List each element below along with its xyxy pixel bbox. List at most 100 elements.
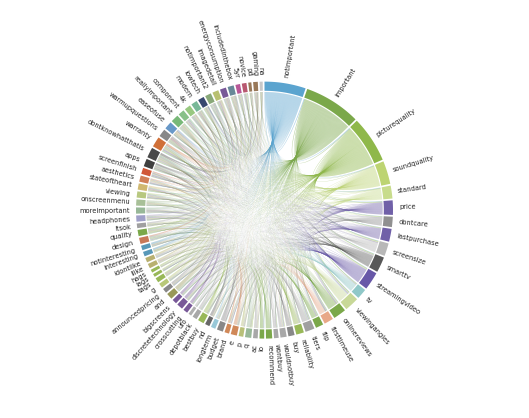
PathPatch shape <box>297 191 381 319</box>
PathPatch shape <box>165 147 217 288</box>
PathPatch shape <box>198 98 241 308</box>
PathPatch shape <box>147 150 367 200</box>
PathPatch shape <box>151 138 213 189</box>
PathPatch shape <box>161 248 281 327</box>
PathPatch shape <box>148 223 323 313</box>
PathPatch shape <box>150 94 288 241</box>
PathPatch shape <box>170 139 267 328</box>
PathPatch shape <box>147 205 353 289</box>
PathPatch shape <box>314 132 378 242</box>
PathPatch shape <box>147 212 296 324</box>
Text: component: component <box>150 77 179 110</box>
PathPatch shape <box>257 260 347 328</box>
PathPatch shape <box>148 209 382 226</box>
PathPatch shape <box>188 251 354 300</box>
PathPatch shape <box>244 94 379 239</box>
PathPatch shape <box>185 115 227 298</box>
PathPatch shape <box>160 97 238 173</box>
PathPatch shape <box>172 103 232 167</box>
PathPatch shape <box>321 311 333 324</box>
PathPatch shape <box>220 87 229 98</box>
PathPatch shape <box>182 125 242 324</box>
PathPatch shape <box>212 104 239 318</box>
PathPatch shape <box>155 107 226 255</box>
PathPatch shape <box>322 217 382 243</box>
PathPatch shape <box>206 265 263 328</box>
PathPatch shape <box>292 102 327 311</box>
PathPatch shape <box>147 116 336 200</box>
PathPatch shape <box>161 240 363 275</box>
PathPatch shape <box>261 92 340 301</box>
PathPatch shape <box>204 93 253 311</box>
PathPatch shape <box>149 94 288 234</box>
PathPatch shape <box>152 237 268 328</box>
PathPatch shape <box>186 122 382 213</box>
PathPatch shape <box>303 320 314 332</box>
PathPatch shape <box>151 155 210 243</box>
Text: longterm: longterm <box>196 332 213 362</box>
PathPatch shape <box>156 209 382 257</box>
PathPatch shape <box>163 145 363 271</box>
PathPatch shape <box>158 246 242 325</box>
PathPatch shape <box>309 204 382 303</box>
PathPatch shape <box>198 93 250 308</box>
PathPatch shape <box>147 218 362 277</box>
PathPatch shape <box>149 229 261 328</box>
PathPatch shape <box>181 254 226 303</box>
PathPatch shape <box>147 221 209 266</box>
PathPatch shape <box>159 157 229 315</box>
PathPatch shape <box>153 107 226 249</box>
PathPatch shape <box>322 167 382 217</box>
PathPatch shape <box>162 93 249 269</box>
PathPatch shape <box>180 111 228 293</box>
PathPatch shape <box>211 105 360 280</box>
PathPatch shape <box>254 92 379 239</box>
Text: buy: buy <box>290 341 298 354</box>
PathPatch shape <box>148 187 206 229</box>
PathPatch shape <box>224 99 372 176</box>
PathPatch shape <box>160 92 262 265</box>
PathPatch shape <box>286 104 316 323</box>
PathPatch shape <box>148 98 236 229</box>
PathPatch shape <box>149 148 365 234</box>
PathPatch shape <box>204 94 248 312</box>
PathPatch shape <box>157 153 368 184</box>
PathPatch shape <box>148 223 362 277</box>
PathPatch shape <box>154 167 296 324</box>
PathPatch shape <box>147 204 268 328</box>
PathPatch shape <box>218 194 381 319</box>
Text: e: e <box>229 340 235 346</box>
PathPatch shape <box>148 195 223 309</box>
PathPatch shape <box>208 92 263 155</box>
PathPatch shape <box>238 95 300 153</box>
PathPatch shape <box>147 93 252 215</box>
PathPatch shape <box>166 251 235 321</box>
PathPatch shape <box>160 130 171 141</box>
PathPatch shape <box>281 237 378 327</box>
PathPatch shape <box>166 252 281 327</box>
PathPatch shape <box>204 108 341 300</box>
PathPatch shape <box>269 266 316 328</box>
PathPatch shape <box>202 92 263 156</box>
PathPatch shape <box>147 209 205 216</box>
PathPatch shape <box>156 92 258 176</box>
PathPatch shape <box>282 264 325 325</box>
PathPatch shape <box>231 325 239 336</box>
PathPatch shape <box>188 306 196 316</box>
PathPatch shape <box>147 203 228 316</box>
PathPatch shape <box>148 228 226 313</box>
PathPatch shape <box>221 94 251 320</box>
PathPatch shape <box>190 104 234 302</box>
PathPatch shape <box>243 94 301 153</box>
PathPatch shape <box>230 264 324 323</box>
PathPatch shape <box>152 237 305 321</box>
PathPatch shape <box>269 93 277 328</box>
PathPatch shape <box>167 93 253 168</box>
PathPatch shape <box>287 326 295 336</box>
PathPatch shape <box>166 250 323 313</box>
PathPatch shape <box>190 93 254 159</box>
PathPatch shape <box>147 203 214 288</box>
PathPatch shape <box>289 258 348 323</box>
PathPatch shape <box>165 125 220 273</box>
PathPatch shape <box>187 121 256 328</box>
